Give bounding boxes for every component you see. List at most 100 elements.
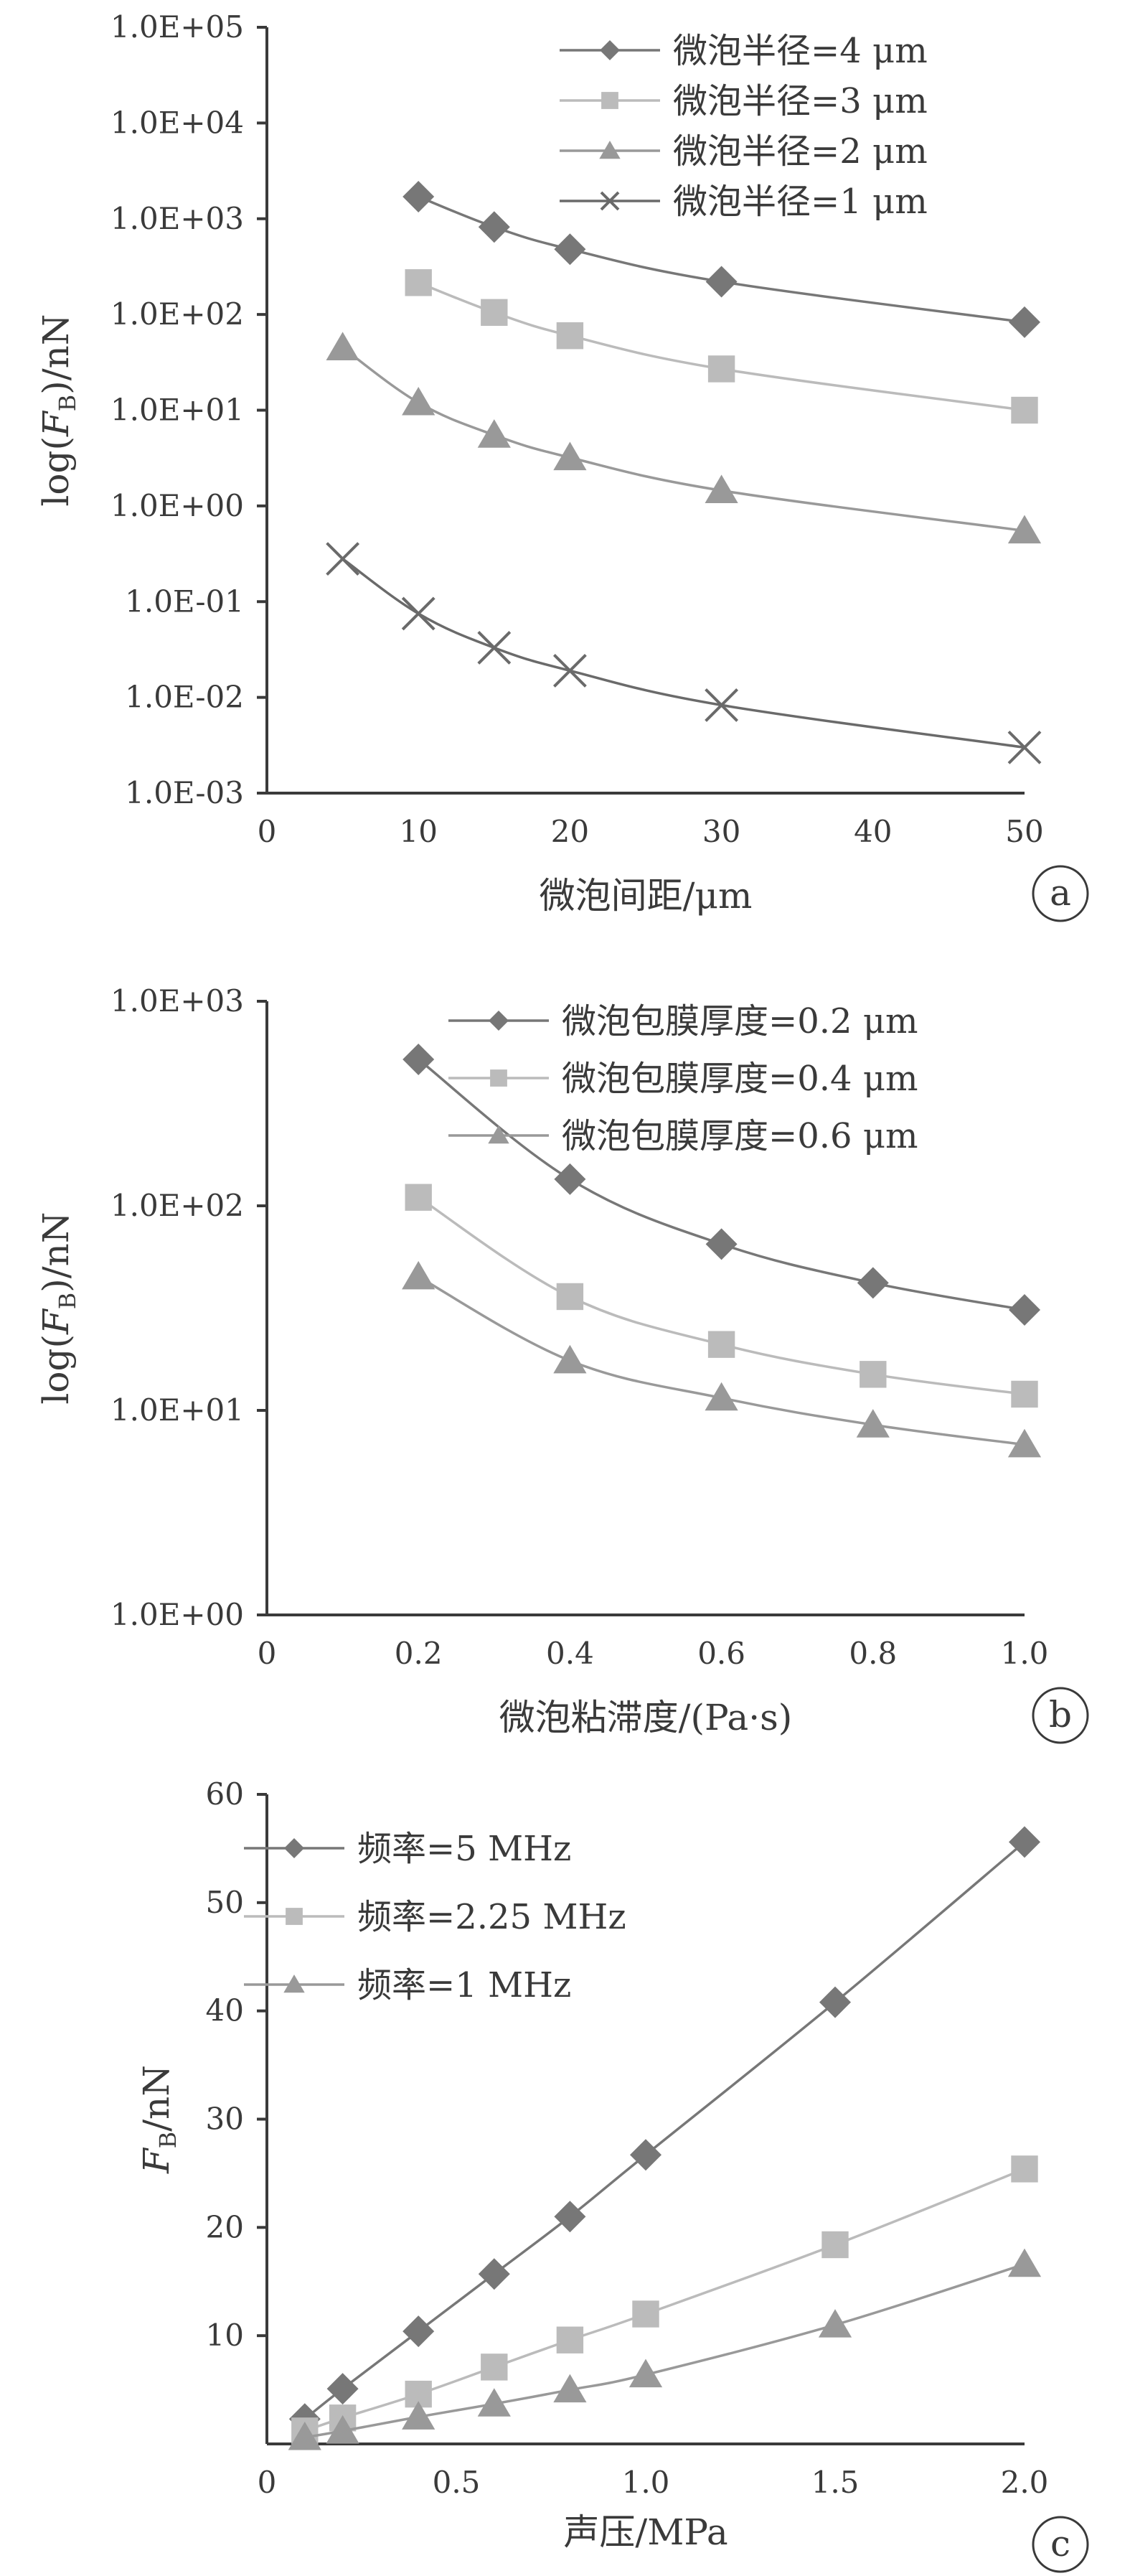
series-line [343,347,1025,530]
series-line [343,559,1025,748]
chart-panel-a: 1.0E-03 1.0E-02 1.0E-01 1.0E+00 1.0E+01 1.0E+… [35,9,1088,921]
y-tick-label: 1.0E+01 [110,1392,244,1428]
data-point [1011,397,1037,423]
data-point [557,1283,583,1310]
y-tick-label: 1.0E-02 [125,680,244,715]
data-point [479,632,510,663]
data-point [402,1261,435,1290]
y-axis-title-subscript: B [154,2132,182,2149]
x-tick-label: 1.0 [1001,1636,1049,1671]
data-point [860,1361,886,1387]
y-axis-title-subscript: B [54,395,81,412]
x-tick-label: 1.5 [811,2465,860,2500]
x-tick-label: 50 [1005,814,1043,849]
series-1 [291,2155,1038,2444]
y-tick-label: 50 [206,1885,244,1920]
y-tick-label: 1.0E+00 [110,488,244,523]
data-point [554,233,585,265]
data-point [632,2300,659,2327]
x-tick-label: 1.0 [622,2465,670,2500]
y-axis-title-suffix: )/nN [35,314,77,394]
y-axis-title: log(FB)/nN [35,314,81,506]
data-point [1009,1294,1040,1326]
data-point [402,2315,434,2347]
y-axis-title: log(FB)/nN [35,1212,81,1404]
data-point [708,355,735,382]
data-point [819,2309,852,2338]
x-tick-label: 0 [258,1636,277,1671]
data-point [557,2327,583,2353]
data-point [405,269,432,296]
y-axis-title-symbol: F [35,410,77,437]
y-tick-label: 1.0E+03 [110,201,244,236]
x-tick-label: 40 [854,814,892,849]
legend-marker [489,1011,509,1031]
legend-label: 微泡半径=3 μm [673,81,928,121]
data-point [708,1331,735,1357]
data-point [1011,2155,1037,2182]
data-point [857,1267,889,1298]
x-tick-label: 0 [258,2465,277,2500]
data-point [402,181,434,212]
data-point [819,1987,851,2018]
series-2 [288,2249,1041,2450]
data-point [326,332,359,360]
panel-label: a [1050,872,1071,914]
legend-label: 频率=2.25 MHz [357,1897,626,1937]
y-tick-label: 60 [206,1776,244,1812]
x-tick-label: 0.6 [697,1636,745,1671]
y-axis-title-prefix: log( [35,1334,77,1405]
data-point [553,1345,586,1374]
y-tick-label: 1.0E+03 [110,983,244,1018]
legend-label: 微泡包膜厚度=0.4 μm [562,1059,918,1099]
legend: 微泡包膜厚度=0.2 μm 微泡包膜厚度=0.4 μm 微泡包膜厚度=0.6 μm [448,1001,918,1156]
chart-panel-b: 1.0E+001.0E+011.0E+021.0E+030 0.2 0.4 0.6 0.… [35,983,1088,1743]
legend-marker [284,1838,304,1858]
x-tick-label: 0.4 [546,1636,594,1671]
data-point [402,387,435,416]
data-point [554,2201,585,2232]
x-tick-label: 20 [551,814,589,849]
data-point [479,211,510,243]
x-tick-label: 10 [399,814,437,849]
legend-marker [286,1908,303,1925]
data-point [706,1228,738,1260]
data-point [557,322,583,349]
legend-label: 频率=1 MHz [357,1965,571,2005]
x-tick-label: 0.5 [433,2465,481,2500]
data-point [1009,731,1040,763]
legend-label: 微泡包膜厚度=0.6 μm [562,1116,918,1156]
x-axis-title: 声压/MPa [563,2511,728,2553]
y-axis-title-prefix: log( [35,436,77,507]
y-tick-label: 30 [206,2102,244,2137]
y-axis-title: FB/nN [136,2065,182,2174]
x-tick-label: 2.0 [1001,2465,1049,2500]
y-tick-label: 40 [206,1993,244,2028]
data-point [1011,1381,1037,1408]
data-point [706,689,738,721]
series-line [418,283,1025,411]
legend-label: 微泡半径=2 μm [673,131,928,172]
y-axis-title-suffix: )/nN [35,1212,77,1292]
data-point [481,2353,507,2380]
y-tick-label: 1.0E-01 [125,584,244,619]
series-3 [327,543,1040,764]
y-tick-label: 1.0E+01 [110,393,244,428]
y-tick-label: 1.0E+02 [110,296,244,332]
x-axis-title: 微泡间距/μm [540,875,753,917]
data-point [327,2373,359,2404]
y-tick-label: 1.0E+02 [110,1188,244,1223]
y-tick-label: 1.0E-03 [125,775,244,810]
y-axis-title-subscript: B [54,1293,81,1310]
data-point [821,2231,848,2258]
data-point [1008,2249,1041,2277]
data-point [1009,306,1040,338]
data-point [554,1163,585,1195]
y-axis-title-suffix: /nN [136,2065,177,2132]
data-point [327,543,359,575]
data-point [405,1184,432,1211]
data-point [1009,1826,1040,1858]
legend-marker [601,92,618,109]
data-point [554,655,585,686]
